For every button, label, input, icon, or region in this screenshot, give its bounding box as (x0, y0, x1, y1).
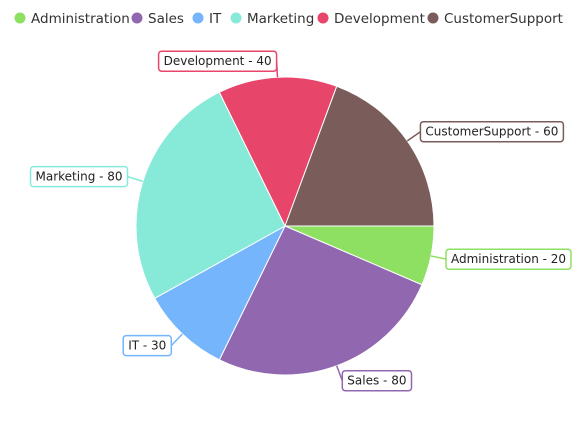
legend-label-sales: Sales (148, 11, 184, 27)
legend-marker-marketing (230, 12, 242, 24)
data-label-development: Development - 40 (157, 50, 279, 78)
data-label-sales: Sales - 80 (335, 365, 413, 392)
label-text-administration: Administration - 20 (451, 252, 566, 266)
connector-sales (335, 365, 344, 381)
label-text-it: IT - 30 (128, 339, 166, 353)
legend-marker-sales (131, 12, 143, 24)
legend-label-administration: Administration (31, 11, 130, 27)
legend-marker-development (317, 12, 329, 24)
connector-marketing (127, 175, 144, 183)
slice-marketing[interactable] (135, 91, 286, 299)
label-box-marketing (29, 165, 129, 188)
data-label-customersupport: CustomerSupport - 60 (406, 120, 565, 143)
legend-item-marketing[interactable]: Marketing (230, 11, 315, 27)
chart-legend: Administration Sales IT Marketing Developmen… (14, 11, 563, 27)
label-text-sales: Sales - 80 (347, 374, 406, 388)
connector-administration (430, 255, 447, 260)
label-box-administration (445, 248, 572, 270)
label-text-marketing: Marketing - 80 (36, 170, 123, 184)
slice-labels: Administration - 20 Sales - 80 IT - 30 Mark… (29, 50, 572, 392)
label-text-customersupport: CustomerSupport - 60 (425, 125, 558, 139)
label-box-development (157, 50, 278, 72)
data-label-it: IT - 30 (122, 333, 183, 357)
label-box-sales (341, 369, 413, 392)
legend-item-customersupport[interactable]: CustomerSupport (427, 11, 563, 27)
legend-marker-administration (14, 12, 26, 24)
legend-label-customersupport: CustomerSupport (444, 11, 563, 27)
slice-it[interactable] (154, 224, 287, 361)
data-label-marketing: Marketing - 80 (29, 165, 144, 188)
legend-label-marketing: Marketing (247, 11, 314, 27)
legend-item-it[interactable]: IT (192, 11, 222, 27)
legend-item-administration[interactable]: Administration (14, 11, 130, 27)
connector-it (170, 333, 183, 347)
connector-customersupport (406, 131, 421, 142)
legend-item-development[interactable]: Development (317, 11, 425, 27)
legend-item-sales[interactable]: Sales (131, 11, 184, 27)
legend-marker-it (192, 12, 204, 24)
legend-label-development: Development (334, 11, 425, 27)
legend-marker-customersupport (427, 12, 439, 24)
data-label-administration: Administration - 20 (430, 248, 572, 270)
label-text-development: Development - 40 (164, 54, 272, 68)
label-box-it (122, 334, 173, 357)
pie-slices (135, 76, 435, 376)
legend-label-it: IT (209, 11, 222, 27)
label-box-customersupport (419, 120, 565, 143)
